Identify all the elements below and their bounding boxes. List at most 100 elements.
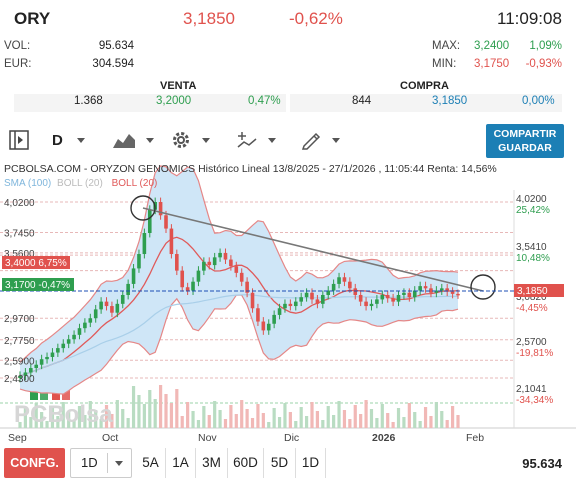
candle-body xyxy=(77,328,82,335)
volume-bar xyxy=(250,418,255,428)
volume-bar xyxy=(218,410,222,428)
settings-dropdown[interactable] xyxy=(170,128,210,152)
candle-body xyxy=(83,322,87,329)
candle-body xyxy=(164,215,168,229)
chevron-down-icon xyxy=(146,137,154,143)
volume-bar xyxy=(240,400,244,428)
right-price-tag xyxy=(514,284,564,297)
candle-body xyxy=(304,292,309,298)
panel-toggle-button[interactable] xyxy=(8,128,30,152)
candle-body xyxy=(256,308,260,322)
left-axis: 4,0200 3,7450 3,5600 2,9700 2,7750 2,5900 2,43… xyxy=(4,198,35,385)
volume-bar xyxy=(364,400,368,428)
candle-body xyxy=(45,356,49,360)
volume-bar xyxy=(261,413,265,428)
candle-body xyxy=(358,294,363,302)
candle-body xyxy=(418,286,422,291)
x-tick-label: Oct xyxy=(102,432,118,444)
chevron-down-icon xyxy=(268,137,276,143)
interval-select[interactable]: 1D xyxy=(70,448,132,478)
price-chart[interactable]: PCBolsa 4,0200 3,7450 3,5600 2,9700 2,7750 2,… xyxy=(0,160,576,444)
range-button[interactable]: 5D xyxy=(264,448,296,478)
quote-time: 11:09:08 xyxy=(497,9,562,28)
candle-body xyxy=(223,252,228,260)
candle-body xyxy=(50,352,55,357)
config-button[interactable]: CONFG. xyxy=(4,448,65,478)
candle-body xyxy=(158,202,163,216)
volume-bar xyxy=(326,406,330,428)
highlight-circle xyxy=(470,274,496,300)
volume-bar xyxy=(50,407,55,428)
range-button[interactable]: 60D xyxy=(228,448,264,478)
volume-bar xyxy=(83,415,87,428)
volume-bar xyxy=(304,416,309,428)
volume-bar xyxy=(342,410,347,428)
gear-icon xyxy=(173,132,189,148)
candlesticks xyxy=(18,197,460,383)
candle-body xyxy=(407,292,412,298)
volume-bar xyxy=(283,403,287,428)
volume-bar xyxy=(256,404,260,428)
candle-body xyxy=(283,303,287,309)
range-button[interactable]: 1D xyxy=(296,448,326,478)
left-price-tag-green-text: 3,1700 -0,47% xyxy=(5,280,70,291)
volume-bar xyxy=(191,411,195,428)
volume-bar xyxy=(34,403,38,428)
legend-boll-red: BOLL (20) xyxy=(111,178,158,189)
interval-dropdown[interactable]: D xyxy=(52,128,85,152)
volume-bar xyxy=(207,415,211,428)
range-button[interactable]: 5A xyxy=(136,448,166,478)
chevron-down-icon xyxy=(115,461,123,466)
venta-qty: 1.368 xyxy=(74,95,103,107)
candle-body xyxy=(126,283,130,295)
candle-body xyxy=(391,298,395,302)
volume-bar xyxy=(332,415,336,428)
candle-body xyxy=(115,303,120,313)
venta-price: 3,2000 xyxy=(156,95,192,107)
compra-pct: 0,00% xyxy=(522,95,555,107)
x-tick-label: 2026 xyxy=(372,432,396,444)
right-tick-pct: 10,48% xyxy=(516,253,550,264)
candle-body xyxy=(429,288,433,293)
right-price-tag-text: 3,1850 xyxy=(517,286,548,297)
candle-body xyxy=(315,299,320,304)
volume-stats: VOL: 95.634 EUR: 304.594 xyxy=(4,40,134,76)
volume-bar xyxy=(196,420,201,428)
vol-value: 95.634 xyxy=(98,40,134,52)
candle-body xyxy=(423,286,428,289)
left-tick-label: 2,7750 xyxy=(4,336,35,347)
chart-type-dropdown[interactable] xyxy=(112,128,154,152)
chevron-down-icon xyxy=(76,137,85,143)
right-tick-pct: 25,42% xyxy=(516,205,550,216)
candle-body xyxy=(88,318,93,323)
candle-body xyxy=(18,375,22,378)
range-button[interactable]: 3M xyxy=(196,448,228,478)
candle-body xyxy=(180,270,185,288)
volume-bar xyxy=(72,420,76,428)
share-save-button[interactable]: COMPARTIR GUARDAR xyxy=(486,124,564,158)
volume-bar xyxy=(61,402,65,428)
x-tick-label: Nov xyxy=(198,432,217,444)
volume-bar xyxy=(202,406,206,428)
left-tick-label: 2,5900 xyxy=(4,356,35,367)
candle-body xyxy=(380,294,385,300)
candle-body xyxy=(369,303,374,307)
volume-bar xyxy=(245,409,249,428)
volume-bar xyxy=(45,421,49,428)
compra-label: COMPRA xyxy=(400,80,449,92)
volume-bar xyxy=(310,402,314,428)
range-button[interactable]: 1A xyxy=(166,448,196,478)
candle-body xyxy=(266,323,271,331)
candle-body xyxy=(331,283,336,291)
volume-bar xyxy=(429,416,433,428)
candle-body xyxy=(104,301,109,307)
volume-bar xyxy=(445,420,449,428)
volume-bar xyxy=(180,416,184,428)
candle-body xyxy=(342,277,347,282)
candle-body xyxy=(310,292,314,300)
candle-body xyxy=(234,266,239,273)
indicators-dropdown[interactable] xyxy=(236,128,276,152)
left-tick-label: 3,7450 xyxy=(4,228,35,239)
drawing-dropdown[interactable] xyxy=(300,128,340,152)
candle-body xyxy=(412,290,417,298)
